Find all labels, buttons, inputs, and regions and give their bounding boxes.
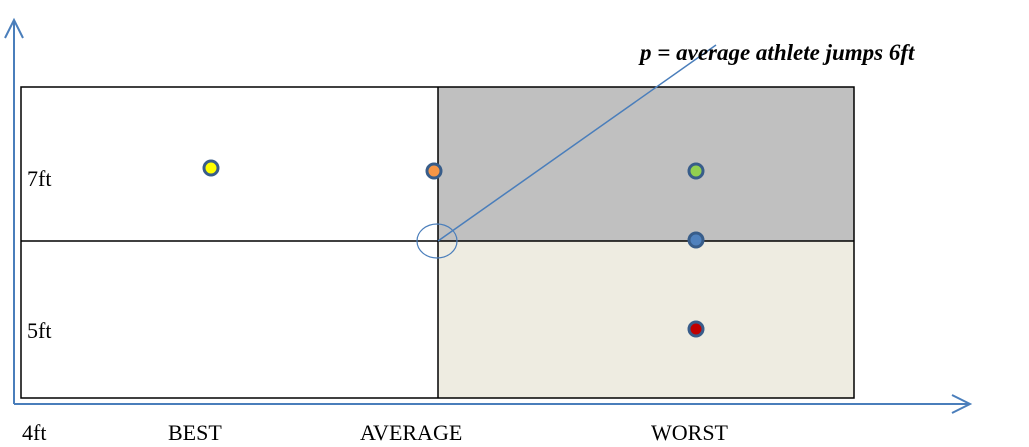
quadrant-top-right xyxy=(438,87,854,241)
row-label-bottom: 5ft xyxy=(27,318,51,343)
x-axis-label-origin: 4ft xyxy=(22,420,46,445)
point-blue xyxy=(687,231,705,249)
point-red xyxy=(687,320,705,338)
annotation-pointer-line xyxy=(437,44,717,242)
point-orange xyxy=(425,162,443,180)
x-axis-arrowhead xyxy=(951,394,973,414)
annotation-label: p = average athlete jumps 6ft xyxy=(638,40,915,65)
row-label-top: 7ft xyxy=(27,166,51,191)
column-label-best: BEST xyxy=(168,420,222,445)
y-axis-arrowhead xyxy=(4,17,24,39)
point-yellow xyxy=(202,159,220,177)
column-label-worst: WORST xyxy=(651,420,729,445)
point-green xyxy=(687,162,705,180)
quadrant-bottom-right xyxy=(438,241,854,398)
column-label-average: AVERAGE xyxy=(360,420,462,445)
point-p-circle xyxy=(416,223,458,259)
